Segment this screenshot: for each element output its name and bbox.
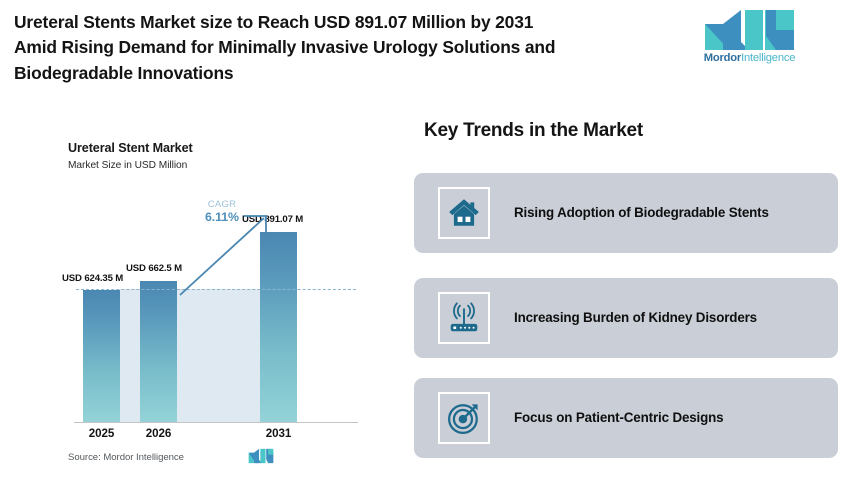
cagr-annotation: CAGR 6.11%: [194, 199, 250, 225]
chart-bar-2026: [140, 281, 177, 422]
header: Ureteral Stents Market size to Reach USD…: [0, 0, 860, 100]
target-icon: [438, 392, 490, 444]
page-title: Ureteral Stents Market size to Reach USD…: [14, 10, 674, 86]
chart-band-2: [177, 289, 260, 422]
page-title-line-1: Ureteral Stents Market size to Reach USD…: [14, 12, 534, 32]
trends-heading: Key Trends in the Market: [424, 120, 643, 141]
trend-card-label: Focus on Patient-Centric Designs: [514, 410, 724, 426]
wifi-router-icon: [438, 292, 490, 344]
trend-card-kidney-disorders[interactable]: Increasing Burden of Kidney Disorders: [414, 278, 838, 358]
chart-tick-2026: 2026: [145, 427, 172, 440]
brand-logo: MordorIntelligence: [703, 8, 796, 70]
brand-wordmark: MordorIntelligence: [703, 52, 796, 65]
chart-x-axis: [74, 422, 358, 423]
mordor-intelligence-logo-icon: [705, 10, 794, 50]
trend-card-label: Rising Adoption of Biodegradable Stents: [514, 205, 769, 221]
chart-label-2031: USD 891.07 M: [242, 214, 304, 225]
trend-card-patient-centric-designs[interactable]: Focus on Patient-Centric Designs: [414, 378, 838, 458]
cagr-label: CAGR: [207, 199, 237, 210]
page-title-line-2: Amid Rising Demand for Minimally Invasiv…: [14, 37, 556, 58]
chart-source-label: Source: Mordor Intelligence: [68, 452, 184, 463]
house-icon: [438, 187, 490, 239]
chart-tick-2025: 2025: [88, 427, 115, 440]
chart-label-2026: USD 662.5 M: [126, 263, 182, 274]
chart-band-1: [120, 289, 140, 422]
chart-baseline: [76, 289, 356, 290]
chart-bar-2031: [260, 232, 297, 422]
trend-card-biodegradable-stents[interactable]: Rising Adoption of Biodegradable Stents: [414, 173, 838, 253]
chart-subtitle: Market Size in USD Million: [68, 160, 188, 171]
chart-bar-2025: [83, 290, 120, 422]
trend-card-label: Increasing Burden of Kidney Disorders: [514, 310, 757, 326]
chart-tick-2031: 2031: [265, 427, 292, 440]
mordor-intelligence-mark-icon: [248, 448, 274, 464]
chart-label-2025: USD 624.35 M: [62, 273, 124, 284]
chart-plot-area: USD 624.35 M USD 662.5 M USD 891.07 M CA…: [52, 128, 372, 478]
market-size-chart: Ureteral Stent Market Market Size in USD…: [52, 128, 372, 478]
brand-name-secondary: Intelligence: [741, 52, 796, 64]
cagr-growth-arrow-icon: [179, 215, 267, 296]
page-title-line-3: Biodegradable Innovations: [14, 62, 234, 83]
cagr-value: 6.11%: [205, 209, 239, 224]
brand-name-primary: Mordor: [703, 52, 742, 64]
chart-title: Ureteral Stent Market: [68, 141, 193, 155]
